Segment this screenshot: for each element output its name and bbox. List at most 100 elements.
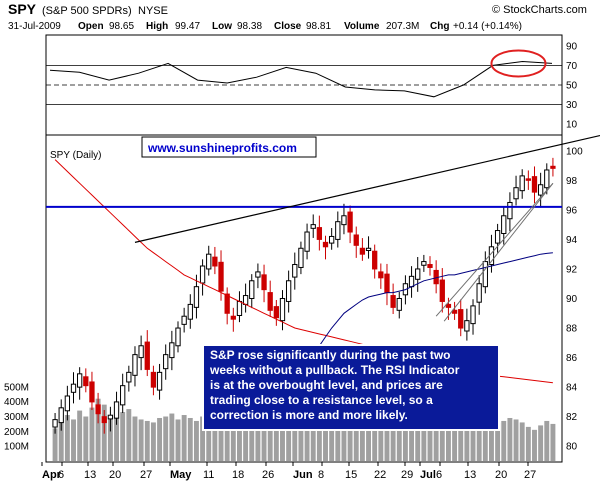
header-symbol: SPY	[8, 1, 37, 17]
x-tick-label: 6	[436, 469, 442, 481]
header-brand: © StockCharts.com	[492, 4, 587, 16]
header-low-label: Low	[212, 21, 232, 32]
candle-up	[132, 354, 138, 376]
volume-bar	[286, 426, 292, 461]
candle-down	[353, 234, 359, 246]
candle-up	[519, 175, 525, 192]
volume-bar	[71, 419, 76, 461]
candle-down	[525, 178, 531, 181]
x-tick-label: 22	[374, 469, 386, 481]
volume-bar	[249, 415, 255, 461]
candle-down	[83, 376, 89, 387]
price-tick-label: 88	[566, 324, 578, 335]
x-tick-label: Apr	[42, 469, 62, 481]
volume-bar	[95, 398, 101, 461]
volume-bar	[525, 426, 531, 461]
candle-up	[156, 371, 163, 391]
x-tick-label: 6	[58, 469, 64, 481]
candle-up	[292, 264, 298, 278]
price-tick-label: 96	[566, 205, 578, 216]
volume-bar	[513, 419, 519, 461]
volume-bar	[89, 407, 95, 461]
candle-up	[249, 280, 255, 300]
volume-bar	[132, 416, 138, 461]
candle-up	[138, 345, 144, 359]
header-exchange: NYSE	[138, 5, 168, 17]
volume-bar	[206, 413, 212, 461]
volume-bar	[83, 416, 89, 461]
x-tick-label: 15	[345, 469, 357, 481]
candle-up	[126, 371, 132, 383]
volume-bar	[237, 419, 242, 461]
annotation-line: is at the overbought level, and prices a…	[210, 378, 443, 392]
website-box[interactable]	[141, 136, 317, 158]
header-date: 31-Jul-2009	[8, 21, 61, 32]
x-tick-label: 13	[464, 469, 476, 481]
candle-up	[304, 231, 310, 252]
candle-up	[310, 224, 316, 229]
candle-down	[322, 241, 329, 248]
candle-down	[439, 279, 445, 302]
volume-bar	[482, 426, 488, 461]
volume-bar	[347, 419, 353, 461]
candle-down	[267, 292, 273, 311]
candle-up	[187, 303, 193, 320]
volume-bar	[187, 417, 193, 461]
candle-down	[224, 293, 230, 314]
candle-down	[427, 264, 433, 268]
x-tick-label: May	[170, 469, 192, 481]
volume-bar	[212, 419, 218, 461]
header-chg-value: +0.14 (+0.14%)	[453, 21, 522, 32]
annotation-line: S&P rose significantly during the past t…	[210, 348, 450, 362]
support-line-2	[443, 182, 554, 322]
volume-bar	[52, 428, 58, 461]
volume-bar	[243, 420, 249, 461]
volume-bar	[409, 426, 415, 461]
header-low-value: 98.38	[237, 21, 262, 32]
volume-bar	[144, 420, 150, 461]
volume-bar	[193, 420, 199, 461]
x-tick-label: Jul	[420, 469, 436, 481]
volume-bar	[452, 413, 458, 461]
x-tick-label: 26	[262, 469, 274, 481]
price-tick-label: 100	[566, 146, 583, 157]
candle-down	[89, 381, 95, 403]
candle-down	[347, 211, 353, 233]
x-tick-label: Jun	[293, 469, 313, 481]
volume-bar	[458, 417, 464, 461]
moving-average-short	[312, 252, 553, 358]
volume-bar	[200, 416, 206, 461]
candle-up	[120, 385, 126, 406]
volume-bar	[126, 409, 132, 461]
candle-up	[64, 395, 71, 412]
rsi-line	[49, 60, 553, 98]
annotation-line: correction is more and more likely.	[210, 408, 408, 422]
candle-up	[163, 354, 169, 370]
volume-bar	[495, 422, 501, 461]
price-tick-label: 90	[566, 294, 578, 305]
volume-bar	[175, 419, 181, 461]
candle-up	[298, 247, 304, 268]
candle-up	[494, 230, 501, 244]
rsi-tick-label: 50	[566, 81, 578, 92]
website-link[interactable]: www.sunshineprofits.com	[147, 141, 297, 155]
volume-bar	[402, 428, 408, 461]
annotation-box	[202, 344, 500, 431]
volume-bar	[261, 425, 267, 461]
candle-up	[341, 215, 347, 226]
volume-bar	[157, 417, 163, 461]
candle-up	[537, 184, 544, 196]
volume-bar	[372, 425, 378, 461]
volume-bar	[298, 416, 304, 461]
volume-bar	[218, 422, 224, 461]
candle-up	[236, 300, 243, 316]
volume-bar	[273, 422, 279, 461]
candle-up	[77, 373, 83, 388]
volume-bar	[230, 416, 236, 461]
volume-bar	[353, 416, 359, 461]
header-open-label: Open	[78, 21, 104, 32]
volume-bar	[323, 425, 328, 461]
candle-down	[230, 315, 236, 320]
candle-up	[507, 201, 513, 220]
candle-up	[482, 261, 488, 288]
